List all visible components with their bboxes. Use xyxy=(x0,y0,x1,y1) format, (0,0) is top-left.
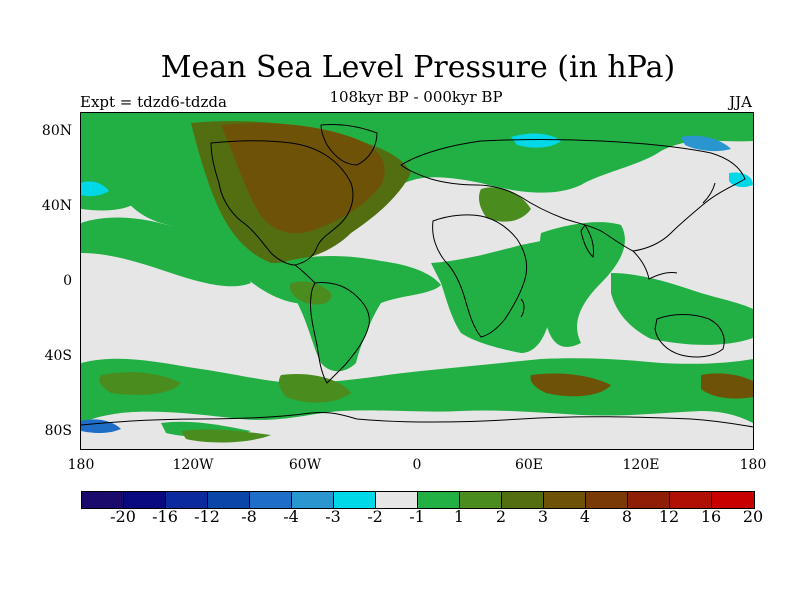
anomaly-region-north-pacific-negative xyxy=(81,181,109,197)
anomaly-region-drake-passage-dark-green xyxy=(278,373,351,403)
y-tick-label: 80S xyxy=(44,423,72,439)
coastline-japan xyxy=(702,182,716,204)
pressure-anomaly-map xyxy=(81,113,753,449)
chart-subtitle: 108kyr BP - 000kyr BP xyxy=(329,88,503,106)
anomaly-region-pacific-west-negative xyxy=(729,172,753,188)
anomaly-region-australia-brown xyxy=(701,373,753,399)
y-tick-label: 80N xyxy=(41,123,72,139)
colorbar-swatch xyxy=(250,492,292,508)
colorbar-swatch xyxy=(334,492,376,508)
colorbar-swatch xyxy=(376,492,418,508)
anomaly-region-tropical-atlantic-green xyxy=(279,256,441,372)
colorbar-label: -3 xyxy=(325,507,341,526)
colorbar-label: 2 xyxy=(495,507,507,526)
colorbar-label: 12 xyxy=(658,507,680,526)
coastline-south-america xyxy=(310,282,370,384)
colorbar-swatch xyxy=(208,492,250,508)
colorbar-swatch xyxy=(124,492,166,508)
coastline-greenland xyxy=(320,124,378,166)
colorbar-label: 16 xyxy=(700,507,722,526)
colorbar-label: -20 xyxy=(110,507,136,526)
x-tick-label: 120E xyxy=(622,457,660,473)
anomaly-region-greenland-brown xyxy=(221,123,385,234)
y-tick-label: 40S xyxy=(44,348,72,364)
anomaly-region-south-indian-green xyxy=(538,222,625,347)
colorbar-label: -16 xyxy=(152,507,178,526)
anomaly-region-south-america-dark-green xyxy=(289,281,332,305)
anomaly-region-north-atlantic-green xyxy=(111,172,332,304)
colorbar-swatch xyxy=(670,492,712,508)
colorbar-swatch xyxy=(82,492,124,508)
chart-title: Mean Sea Level Pressure (in hPa) xyxy=(160,50,676,85)
coastline-north-america xyxy=(210,140,354,266)
coastline-southeast-asia xyxy=(632,250,678,280)
colorbar-label: 1 xyxy=(453,507,465,526)
colorbar-label: 3 xyxy=(537,507,549,526)
anomaly-region-southeast-asia-green xyxy=(611,273,753,345)
colorbar-swatch xyxy=(544,492,586,508)
anomaly-region-east-asia-negative xyxy=(681,135,731,152)
colorbar-swatch xyxy=(628,492,670,508)
y-tick-label: 0 xyxy=(63,273,72,289)
colorbar-label: -2 xyxy=(367,507,383,526)
coastline-australia xyxy=(654,314,725,358)
coastline-india xyxy=(580,224,594,259)
y-tick-label: 40N xyxy=(41,198,72,214)
coastlines xyxy=(81,124,753,428)
anomaly-region-antarctic-olive xyxy=(181,429,271,443)
colorbar xyxy=(81,491,755,509)
colorbar-swatch xyxy=(460,492,502,508)
colorbar-swatch xyxy=(502,492,544,508)
season-label: JJA xyxy=(729,93,752,111)
colorbar-swatch xyxy=(292,492,334,508)
x-tick-label: 60W xyxy=(288,457,322,473)
anomaly-region-north-pacific-green xyxy=(81,217,251,287)
colorbar-label: -1 xyxy=(409,507,425,526)
colorbar-label: 20 xyxy=(742,507,764,526)
experiment-label: Expt = tdzd6-tdzda xyxy=(80,93,227,111)
colorbar-swatch xyxy=(586,492,628,508)
x-tick-label: 60E xyxy=(514,457,544,473)
x-tick-label: 180 xyxy=(67,457,95,473)
colorbar-swatch xyxy=(418,492,460,508)
x-tick-label: 120W xyxy=(172,457,214,473)
coastline-africa xyxy=(432,214,528,338)
colorbar-label: 4 xyxy=(579,507,591,526)
colorbar-label: -12 xyxy=(194,507,220,526)
coastline-madagascar xyxy=(520,298,525,318)
coastline-central-america xyxy=(294,264,316,284)
colorbar-label: -8 xyxy=(241,507,257,526)
coastline-eurasia xyxy=(400,139,746,252)
x-tick-label: 180 xyxy=(739,457,767,473)
colorbar-swatch xyxy=(166,492,208,508)
coastline-antarctica xyxy=(81,412,753,428)
colorbar-label: -4 xyxy=(283,507,299,526)
x-tick-label: 0 xyxy=(412,457,422,473)
anomaly-region-south-indian-ocean-brown xyxy=(530,373,611,397)
colorbar-label: 8 xyxy=(621,507,633,526)
anomaly-region-south-pacific-dark-green xyxy=(99,372,181,395)
colorbar-swatch xyxy=(712,492,754,508)
anomaly-region-arctic-negative xyxy=(511,133,561,148)
